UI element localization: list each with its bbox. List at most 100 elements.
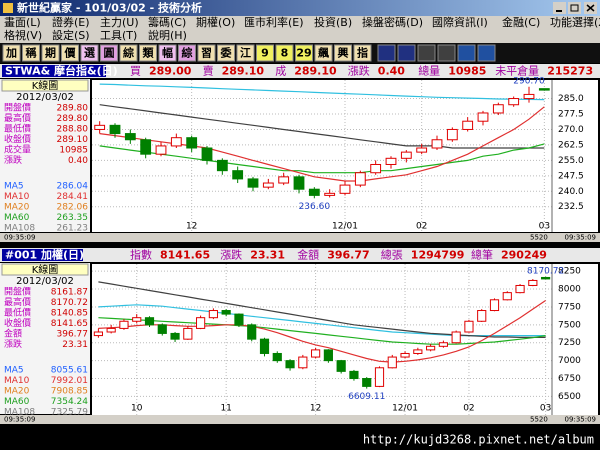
toolbar-button[interactable] (61, 44, 79, 62)
toolbar-label: 8 (281, 47, 289, 60)
x-tick-label: 03 (539, 222, 550, 232)
info-label: 最高價 (4, 296, 31, 308)
toolbar-icon[interactable] (397, 44, 416, 62)
ma-label: MA10 (4, 192, 30, 202)
candle-body (538, 88, 550, 91)
ma-label: MA20 (4, 203, 30, 213)
info-title: K線圖 (32, 79, 59, 92)
y-tick-label: 247.5 (558, 171, 584, 181)
quote-label: 買 (130, 65, 141, 78)
maximize-button[interactable] (568, 2, 581, 14)
menu-item[interactable]: 投資(B) (314, 15, 352, 29)
toolbar-button[interactable] (256, 44, 274, 62)
menu-item[interactable]: 主力(U) (100, 16, 139, 29)
candle-body (155, 145, 167, 155)
toolbar-button[interactable] (217, 44, 235, 62)
ma-value: 7354.24 (51, 397, 88, 407)
minimize-button[interactable] (553, 2, 566, 14)
candle-body (502, 292, 512, 301)
toolbar-label: 期 (45, 46, 56, 60)
toolbar-button[interactable] (353, 44, 372, 62)
candle-body (311, 349, 321, 358)
candle-body (374, 367, 385, 387)
quote-label: 漲跌 (348, 64, 370, 78)
menu-item[interactable]: 設定(S) (52, 28, 90, 42)
toolbar-button[interactable] (119, 44, 138, 62)
symbol: STWA& 摩台指&(日) (5, 64, 118, 78)
toolbar-button[interactable] (100, 44, 118, 62)
ma-label: MA108 (4, 224, 35, 234)
quote-label: 總量 (418, 64, 440, 78)
ma-value: 7908.85 (51, 387, 88, 397)
info-title: K線圖 (32, 263, 59, 276)
menu-item[interactable]: 金融(C) (502, 15, 540, 29)
menu-item[interactable]: 工具(T) (100, 29, 137, 42)
candle-body (308, 188, 320, 196)
candle-body (259, 338, 270, 354)
menu-item[interactable]: 操盤密碼(D) (362, 15, 423, 29)
toolbar-icon[interactable] (417, 44, 436, 62)
toolbar-icon[interactable] (437, 44, 456, 62)
toolbar-label: 價 (64, 46, 77, 60)
y-tick-label: 232.5 (558, 202, 584, 212)
candle-body (336, 360, 346, 372)
symbol: #001 加權(日) (5, 248, 84, 262)
toolbar-icon[interactable] (457, 44, 476, 62)
ma-line (99, 143, 545, 174)
toolbar-button[interactable] (139, 44, 157, 62)
ma-label: MA5 (4, 182, 24, 192)
toolbar-button[interactable] (275, 44, 294, 62)
toolbar-icon[interactable] (377, 44, 396, 62)
toolbar-button[interactable] (2, 44, 21, 62)
info-label: 開盤價 (4, 102, 31, 114)
menu-item[interactable]: 格視(V) (4, 28, 42, 42)
toolbar-label: 29 (296, 47, 311, 60)
menu-item[interactable]: 匯市利率(E) (244, 15, 304, 29)
quote-label: 金額 (297, 248, 319, 262)
x-tick-label: 12/01 (332, 222, 358, 232)
menu-item[interactable]: 說明(H) (148, 28, 187, 42)
menu-item[interactable]: 國際資訊(I) (432, 15, 488, 29)
toolbar-button[interactable] (158, 44, 177, 62)
candle-body (234, 313, 244, 326)
menu-item[interactable]: 畫面(L) (4, 15, 41, 29)
toolbar-label: 指 (357, 46, 368, 60)
toolbar-button[interactable] (197, 44, 216, 62)
toolbar-label: 圓 (104, 47, 115, 60)
candle-body (438, 342, 448, 347)
candle-body (232, 170, 244, 180)
candle-body (400, 151, 412, 159)
info-label: 最低價 (4, 307, 31, 319)
info-label: 最低價 (4, 123, 31, 135)
candle-body (508, 98, 520, 106)
info-label: 收盤價 (4, 133, 31, 145)
toolbar-button[interactable] (334, 44, 352, 62)
toolbar-button[interactable] (178, 44, 196, 62)
quote-value: 289.10 (222, 65, 265, 78)
toolbar-button[interactable] (314, 44, 333, 62)
quote-label: 指數 (130, 248, 152, 262)
menu-item[interactable]: 功能選擇(X) (550, 15, 600, 29)
menu-item[interactable]: 證券(E) (52, 15, 90, 29)
y-tick-label: 8250 (558, 267, 581, 277)
ma-label: MA108 (4, 408, 35, 418)
app-icon (3, 3, 13, 13)
ma-value: 286.04 (57, 182, 89, 192)
menu-item[interactable]: 籌碼(C) (148, 16, 186, 29)
toolbar-icon[interactable] (477, 44, 496, 62)
toolbar-button[interactable] (80, 44, 99, 62)
toolbar-button[interactable] (22, 44, 40, 62)
toolbar-button[interactable] (295, 44, 313, 62)
candle-body (451, 331, 461, 344)
candle-body (293, 176, 305, 190)
menu-item[interactable]: 期權(O) (196, 16, 235, 29)
y-tick-label: 277.5 (558, 110, 584, 120)
toolbar-button[interactable] (236, 44, 255, 62)
info-label: 最高價 (4, 112, 31, 124)
info-label: 金額 (4, 328, 22, 340)
toolbar-button[interactable] (41, 44, 60, 62)
y-tick-label: 8000 (558, 285, 581, 295)
candle-body (323, 349, 333, 362)
y-tick-label: 6500 (558, 392, 581, 402)
info-value: 289.10 (57, 135, 89, 145)
